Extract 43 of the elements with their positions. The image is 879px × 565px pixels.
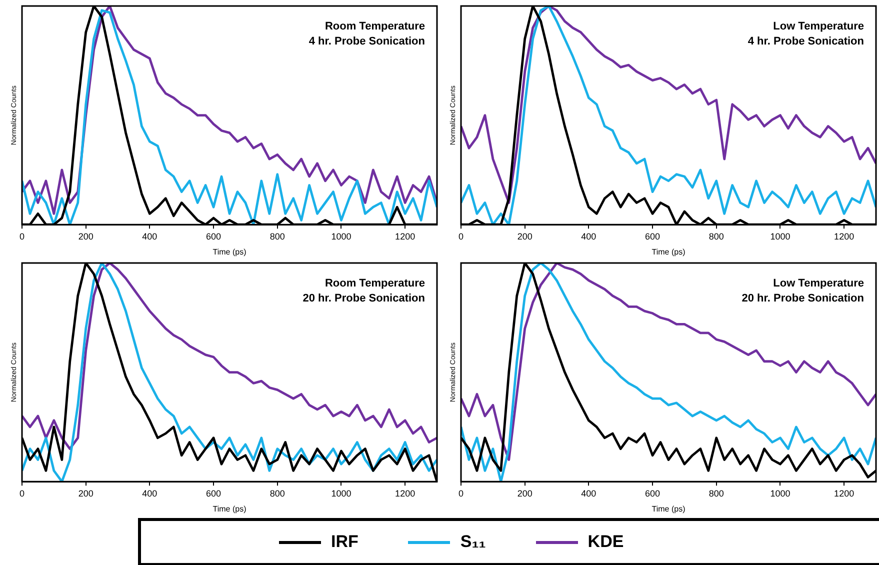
legend-label: KDE	[588, 532, 624, 552]
x-tick-label: 800	[270, 231, 285, 242]
text: Room Temperature	[324, 278, 425, 290]
x-tick-label: 1000	[331, 488, 352, 498]
x-tick-label: 600	[645, 231, 660, 242]
text: Low Temperature	[773, 20, 864, 33]
legend-label: S₁₁	[460, 532, 486, 552]
x-tick-label: 400	[142, 488, 158, 498]
x-axis-title: Time (ps)	[652, 247, 686, 256]
x-axis-title: Time (ps)	[212, 247, 247, 256]
x-tick-label: 400	[581, 488, 596, 498]
x-tick-label: 1000	[331, 231, 352, 242]
x-axis-title: Time (ps)	[212, 504, 247, 514]
x-tick-label: 0	[458, 231, 464, 242]
x-tick-label: 200	[78, 488, 94, 498]
text: 20 hr. Probe Sonication	[302, 292, 426, 305]
x-tick-label: 1200	[395, 231, 416, 242]
x-axis-title: Time (ps)	[652, 504, 686, 514]
x-tick-label: 0	[19, 231, 25, 242]
x-tick-label: 200	[78, 231, 94, 242]
x-tick-label: 600	[206, 231, 222, 242]
x-tick-label: 1000	[770, 231, 790, 242]
text: 4 hr. Probe Sonication	[308, 36, 426, 48]
x-tick-label: 1000	[770, 488, 790, 498]
x-tick-label: 800	[708, 231, 724, 242]
text: 4 hr. Probe Sonication	[748, 36, 864, 48]
x-tick-label: 1200	[395, 488, 416, 498]
x-tick-label: 800	[270, 488, 285, 498]
text: Low Temperature	[773, 278, 864, 290]
x-tick-label: 200	[517, 231, 532, 242]
text: Room Temperature	[324, 20, 425, 33]
legend-label: IRF	[331, 532, 358, 552]
x-tick-label: 1200	[834, 231, 854, 242]
x-tick-label: 400	[581, 231, 596, 242]
x-tick-label: 600	[206, 488, 222, 498]
x-tick-label: 400	[142, 231, 158, 242]
x-tick-label: 1200	[834, 488, 854, 498]
x-tick-label: 200	[517, 488, 532, 498]
x-tick-label: 600	[645, 488, 660, 498]
x-tick-label: 0	[458, 488, 464, 498]
text: 20 hr. Probe Sonication	[742, 292, 864, 305]
x-tick-label: 800	[708, 488, 724, 498]
x-tick-label: 0	[19, 488, 25, 498]
